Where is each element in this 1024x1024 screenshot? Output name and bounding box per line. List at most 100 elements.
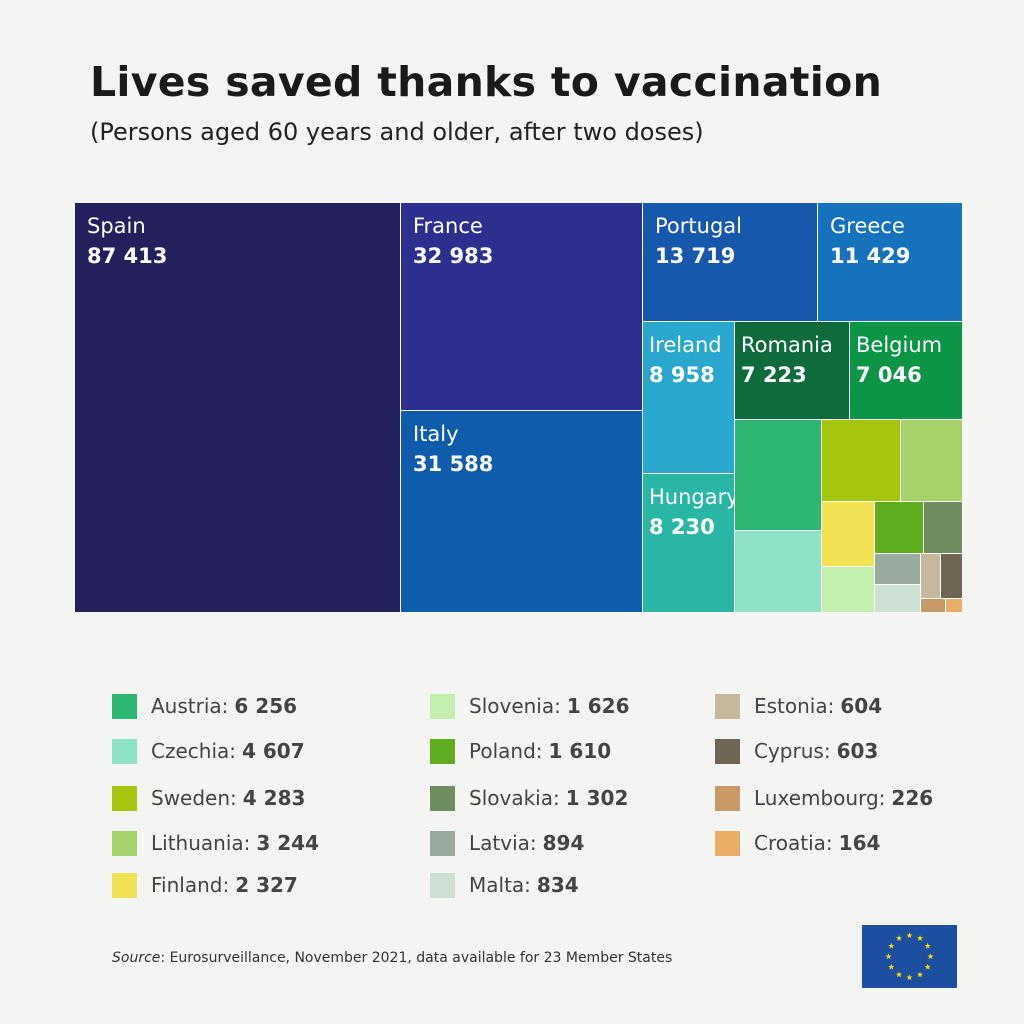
treemap-cell-ireland: Ireland 8 958 <box>643 322 734 473</box>
legend-value: 1 302 <box>565 786 629 810</box>
treemap-label-hungary: Hungary <box>649 485 734 509</box>
legend-swatch <box>112 830 137 856</box>
eu-flag-star <box>888 963 895 970</box>
treemap-label-spain: Spain <box>87 214 146 238</box>
legend-swatch <box>430 830 455 856</box>
legend-label: Estonia <box>754 694 828 718</box>
legend-separator: : <box>825 831 833 855</box>
eu-flag-star <box>916 935 924 941</box>
eu-flag-star <box>885 953 892 960</box>
treemap-value-italy: 31 588 <box>413 452 494 476</box>
source-note: Source: Eurosurveillance, November 2021,… <box>112 950 672 966</box>
legend-item-poland: Poland:1 610 <box>430 737 611 765</box>
treemap-cell-slovenia <box>822 567 874 612</box>
treemap-label-ireland: Ireland <box>649 333 722 357</box>
legend-separator: : <box>229 739 237 763</box>
legend-label: Czechia <box>151 739 230 763</box>
treemap-cell-greece: Greece 11 429 <box>818 203 962 321</box>
legend-value: 604 <box>840 694 883 718</box>
legend-label: Sweden <box>151 786 231 810</box>
treemap-value-romania: 7 223 <box>741 363 807 387</box>
legend-item-luxembourg: Luxembourg:226 <box>715 784 933 812</box>
legend-item-malta: Malta:834 <box>430 871 579 899</box>
legend-label: Lithuania <box>151 831 244 855</box>
legend-item-cyprus: Cyprus:603 <box>715 737 878 765</box>
legend-swatch <box>430 693 455 719</box>
legend-item-czechia: Czechia:4 607 <box>112 737 305 765</box>
eu-flag-star <box>888 942 895 949</box>
treemap-label-greece: Greece <box>830 214 905 238</box>
legend-item-lithuania: Lithuania:3 244 <box>112 829 319 857</box>
legend-label: Austria <box>151 694 222 718</box>
legend-value: 226 <box>891 786 934 810</box>
legend-value: 834 <box>536 873 579 897</box>
legend-separator: : <box>535 739 543 763</box>
treemap-label-portugal: Portugal <box>655 214 742 238</box>
legend-label: Slovenia <box>469 694 555 718</box>
treemap-chart: Spain 87 413 France 32 983 Italy 31 588 Portug… <box>75 203 962 612</box>
legend-value: 4 607 <box>242 739 305 763</box>
legend-item-sweden: Sweden:4 283 <box>112 784 305 812</box>
legend-separator: : <box>222 873 230 897</box>
treemap-cell-estonia <box>921 554 940 598</box>
legend-separator: : <box>524 873 531 897</box>
treemap-cell-france: France 32 983 <box>401 203 642 410</box>
legend-swatch <box>112 693 137 719</box>
legend-value: 4 283 <box>242 786 306 810</box>
treemap-cell-czechia <box>735 531 821 612</box>
treemap-cell-lithuania <box>901 420 962 501</box>
chart-title: Lives saved thanks to vaccination <box>90 58 883 106</box>
legend-value: 164 <box>838 831 881 855</box>
treemap-cell-romania: Romania 7 223 <box>735 322 849 419</box>
treemap-cell-portugal: Portugal 13 719 <box>643 203 817 321</box>
treemap-value-portugal: 13 719 <box>655 244 736 268</box>
legend-item-slovenia: Slovenia:1 626 <box>430 692 630 720</box>
legend-item-austria: Austria:6 256 <box>112 692 297 720</box>
legend-item-finland: Finland:2 327 <box>112 871 298 899</box>
treemap-label-italy: Italy <box>413 422 459 446</box>
legend-label: Cyprus <box>754 739 824 763</box>
legend-label: Luxembourg <box>754 786 879 810</box>
treemap-cell-latvia <box>875 554 920 584</box>
legend-item-estonia: Estonia:604 <box>715 692 882 720</box>
legend-separator: : <box>221 694 229 718</box>
legend-separator: : <box>827 694 835 718</box>
treemap-cell-croatia <box>946 599 962 612</box>
eu-flag-icon <box>862 925 957 988</box>
eu-flag-star <box>906 932 913 939</box>
eu-flag-star <box>924 963 931 970</box>
legend-separator: : <box>243 831 251 855</box>
treemap-cell-italy: Italy 31 588 <box>401 411 642 612</box>
treemap-label-france: France <box>413 214 483 238</box>
legend-label: Croatia <box>754 831 826 855</box>
treemap-cell-spain: Spain 87 413 <box>75 203 400 612</box>
treemap-label-romania: Romania <box>741 333 833 357</box>
treemap-value-belgium: 7 046 <box>856 363 922 387</box>
legend-swatch <box>430 738 455 764</box>
legend-separator: : <box>823 739 831 763</box>
legend-swatch <box>112 872 137 898</box>
legend-value: 1 626 <box>566 694 630 718</box>
treemap-cell-austria <box>735 420 821 530</box>
treemap-value-france: 32 983 <box>413 244 494 268</box>
eu-flag-star <box>895 971 903 978</box>
legend-separator: : <box>529 831 537 855</box>
legend-swatch <box>715 738 740 764</box>
legend-separator: : <box>230 786 237 810</box>
treemap-cell-malta <box>875 585 920 612</box>
eu-flag-star <box>916 971 924 978</box>
source-text: : Eurosurveillance, November 2021, data … <box>160 950 673 966</box>
legend-swatch <box>715 693 740 719</box>
treemap-cell-cyprus <box>941 554 962 598</box>
legend-value: 6 256 <box>234 694 298 718</box>
treemap-cell-belgium: Belgium 7 046 <box>850 322 962 419</box>
legend-value: 3 244 <box>256 831 320 855</box>
legend-swatch <box>715 785 740 811</box>
legend-swatch <box>715 830 740 856</box>
eu-flag-star <box>895 935 903 941</box>
eu-flag-star <box>906 974 913 981</box>
treemap-cell-slovakia <box>924 502 962 553</box>
legend-label: Malta <box>469 873 525 897</box>
legend-value: 894 <box>542 831 585 855</box>
legend-label: Slovakia <box>469 786 553 810</box>
